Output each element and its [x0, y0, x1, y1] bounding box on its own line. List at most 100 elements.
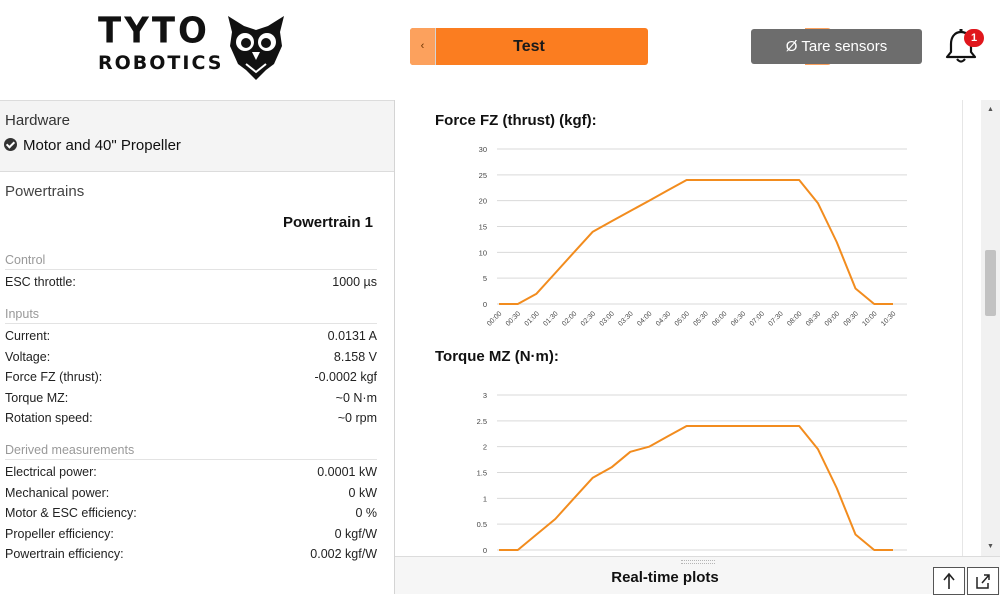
tyto-robotics-logo: TYTO ROBOTICS [98, 12, 288, 82]
test-button[interactable]: ‹ Test › [410, 28, 831, 65]
y-tick-label: 2.5 [477, 417, 487, 426]
reading-row: Voltage: 8.158 V [5, 350, 377, 369]
reading-label: Rotation speed: [5, 411, 93, 425]
x-tick-label: 09:00 [824, 310, 841, 327]
reading-label: Voltage: [5, 349, 51, 364]
reading-row: Rotation speed: ~0 rpm [5, 411, 377, 430]
tare-sensors-button[interactable]: Ø Tare sensors [751, 29, 922, 64]
section-inputs-title: Inputs [5, 307, 377, 324]
y-tick-label: 5 [483, 274, 487, 283]
series-line [499, 179, 893, 305]
notification-count-badge: 1 [964, 29, 984, 47]
x-tick-label: 03:00 [599, 310, 616, 327]
x-tick-label: 09:30 [843, 310, 860, 327]
y-tick-label: 0 [483, 300, 487, 309]
y-tick-label: 10 [479, 248, 487, 257]
section-control-title: Control [5, 253, 377, 270]
reading-label: Motor & ESC efficiency: [5, 506, 137, 520]
content-edge [962, 100, 963, 556]
x-tick-label: 02:30 [580, 310, 597, 327]
hardware-title: Hardware [5, 112, 71, 129]
reading-value: 0.0131 A [327, 329, 377, 343]
x-tick-label: 07:30 [767, 310, 784, 327]
x-tick-label: 04:00 [636, 310, 653, 327]
scroll-top-button[interactable] [933, 567, 965, 595]
chevron-left-icon[interactable]: ‹ [410, 28, 436, 65]
reading-value: 0 kW [348, 485, 377, 500]
reading-row: Torque MZ: ~0 N·m [5, 391, 377, 410]
y-tick-label: 15 [479, 223, 487, 232]
owl-logo-icon [228, 16, 284, 80]
sensor-readings-panel: Hardware Motor and 40" Propeller Powertr… [0, 100, 395, 594]
y-tick-label: 25 [479, 171, 487, 180]
reading-label: Torque MZ: [5, 390, 69, 405]
plots-scrollbar[interactable]: ▲ ▼ [981, 100, 1000, 556]
series-line [499, 425, 893, 551]
y-tick-label: 2 [483, 443, 487, 452]
resize-grip[interactable] [681, 560, 715, 564]
x-tick-label: 10:00 [861, 310, 878, 327]
x-tick-label: 05:30 [692, 310, 709, 327]
reading-value: 0 kgf/W [334, 526, 377, 541]
realtime-plots-label: Real-time plots [611, 569, 719, 586]
reading-row: Electrical power: 0.0001 kW [5, 465, 377, 484]
hardware-item[interactable]: Motor and 40" Propeller [4, 137, 181, 154]
popout-button[interactable] [967, 567, 999, 595]
reading-row: Motor & ESC efficiency: 0 % [5, 506, 377, 525]
scrollbar-thumb[interactable] [985, 250, 996, 316]
logo-text-line1: TYTO [98, 10, 210, 53]
x-tick-label: 07:00 [749, 310, 766, 327]
torque-chart-title: Torque MZ (N·m): [435, 348, 559, 365]
x-tick-label: 00:00 [486, 310, 503, 327]
x-tick-label: 02:00 [561, 310, 578, 327]
x-tick-label: 01:00 [524, 310, 541, 327]
reading-row: Propeller efficiency: 0 kgf/W [5, 527, 377, 546]
reading-value: 1000 µs [332, 275, 377, 289]
powertrain-name: Powertrain 1 [282, 214, 373, 231]
y-tick-label: 3 [483, 391, 487, 400]
reading-label: Current: [5, 329, 51, 343]
scroll-up-icon[interactable]: ▲ [987, 106, 994, 113]
x-tick-label: 05:00 [674, 310, 691, 327]
reading-value: -0.0002 kgf [314, 370, 377, 384]
y-tick-label: 0.5 [477, 520, 487, 529]
x-tick-label: 01:30 [542, 310, 559, 327]
reading-value: 8.158 V [333, 349, 377, 364]
x-tick-label: 04:30 [655, 310, 672, 327]
x-tick-label: 06:00 [711, 310, 728, 327]
test-button-label: Test [513, 38, 545, 55]
x-tick-label: 00:30 [505, 310, 522, 327]
hardware-item-label: Motor and 40" Propeller [23, 137, 181, 154]
reading-value: ~0 N·m [335, 390, 377, 405]
y-tick-label: 20 [479, 197, 487, 206]
plots-area: Force FZ (thrust) (kgf): 0 5 10 15 20 25 30 00:… [395, 100, 1000, 556]
reading-value: 0.0001 kW [317, 465, 377, 479]
reading-row: Mechanical power: 0 kW [5, 486, 377, 505]
plots-footer: Real-time plots [395, 556, 1000, 595]
x-tick-label: 03:30 [617, 310, 634, 327]
external-link-icon [976, 574, 990, 589]
x-tick-label: 08:00 [786, 310, 803, 327]
y-tick-label: 30 [479, 145, 487, 154]
reading-label: Propeller efficiency: [5, 526, 114, 541]
logo-text-line2: ROBOTICS [98, 52, 224, 74]
reading-row: Force FZ (thrust): -0.0002 kgf [5, 370, 377, 389]
scroll-down-icon[interactable]: ▼ [987, 543, 994, 550]
app-header: TYTO ROBOTICS ‹ Test › Ø Tare sensors 1 [0, 0, 1000, 100]
reading-value: ~0 rpm [337, 411, 377, 425]
thrust-chart: 0 5 10 15 20 25 30 00:00 00:30 01:00 01:30 02:00 02:… [479, 145, 907, 328]
thrust-chart-title: Force FZ (thrust) (kgf): [435, 112, 597, 129]
reading-label: Mechanical power: [5, 485, 110, 500]
reading-label: Powertrain efficiency: [5, 547, 124, 561]
y-tick-label: 0 [483, 546, 487, 555]
check-circle-icon [4, 138, 17, 151]
y-tick-label: 1.5 [477, 469, 487, 478]
reading-label: Electrical power: [5, 465, 97, 479]
reading-label: ESC throttle: [5, 275, 76, 289]
reading-label: Force FZ (thrust): [5, 370, 103, 384]
reading-row: Powertrain efficiency: 0.002 kgf/W [5, 547, 377, 566]
torque-chart: 0 0.5 1 1.5 2 2.5 3 [477, 391, 907, 555]
x-tick-label: 08:30 [805, 310, 822, 327]
powertrains-title: Powertrains [5, 183, 85, 200]
y-tick-label: 1 [483, 494, 487, 503]
